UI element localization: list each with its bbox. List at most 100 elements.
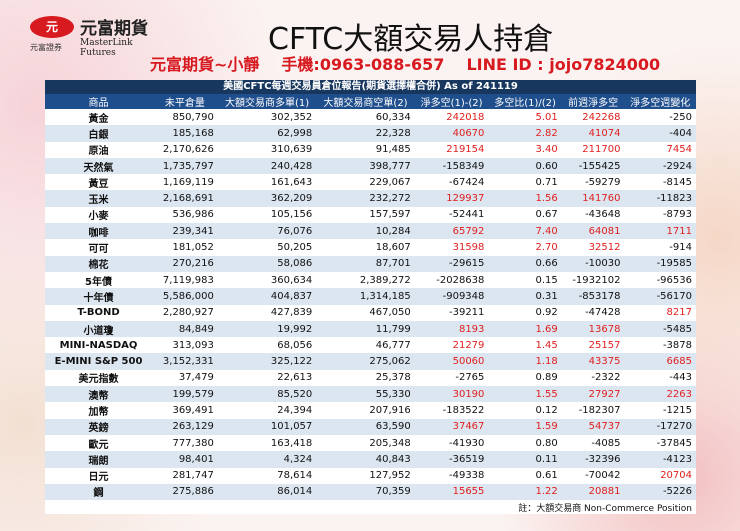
- table-row: 小道瓊 84,849 19,992 11,799 8193 1.69 13678 -5485: [45, 320, 696, 338]
- cell: 37467: [414, 418, 489, 435]
- cell: -909348: [414, 288, 489, 305]
- table-row: 5年債 7,119,983 360,634 2,389,272 -2028638 0.15…: [45, 272, 696, 288]
- cell: -4085: [591, 437, 621, 449]
- cell: 161,643: [270, 176, 313, 188]
- footnote: 註：大額交易商 Non-Commerce Position: [45, 500, 696, 515]
- cell: 7454: [666, 144, 692, 156]
- table-row: 黃豆 1,169,119 161,643 229,067 -67424 0.71 -5927…: [45, 174, 696, 190]
- cell: 427,839: [270, 307, 313, 319]
- cell: 229,067: [369, 176, 411, 188]
- table-row: E-MINI S&P 500 3,152,331 325,122 275,062 500…: [45, 353, 696, 370]
- cell: 181,052: [172, 242, 214, 254]
- cell: -8793: [662, 209, 692, 221]
- contact-item: LINE ID : jojo7824000: [466, 55, 661, 74]
- cell: 19,992: [217, 320, 317, 338]
- column-header: 大額交易商空單(2): [316, 94, 415, 109]
- table-row: MINI-NASDAQ 313,093 68,056 46,777 21279 1.45 2…: [45, 337, 696, 353]
- cell: 18,607: [375, 242, 411, 254]
- cell: -36519: [414, 451, 489, 468]
- cell: 127,952: [369, 470, 411, 482]
- product-name: T-BOND: [77, 307, 120, 319]
- cell: 2,280,927: [162, 307, 214, 319]
- product-name: 小道瓊: [45, 320, 153, 338]
- product-name: 可可: [88, 244, 109, 256]
- cell: -43648: [585, 209, 621, 221]
- cell: 68,056: [277, 339, 313, 351]
- cell: 404,837: [217, 288, 317, 305]
- table-row: 日元 281,747 78,614 127,952 -49338 0.61 -70042 20…: [45, 468, 696, 484]
- table-row: 十年債 5,586,000 404,837 1,314,185 -909348 0.31-…: [45, 288, 696, 305]
- cell: -4123: [624, 451, 696, 468]
- cell: -19585: [624, 255, 696, 272]
- cell: 129937: [414, 190, 489, 207]
- table-row: 英鎊 263,129 101,057 63,590 37467 1.59 54737 -172…: [45, 418, 696, 435]
- product-name: 日元: [88, 472, 109, 484]
- cell: 199,579: [152, 386, 218, 403]
- cell: 11,799: [316, 320, 415, 338]
- column-header: 未平倉量: [152, 94, 218, 109]
- column-header: 多空比(1)/(2): [488, 94, 562, 109]
- cell: -41930: [448, 437, 485, 449]
- cell: 50,205: [277, 242, 313, 254]
- cell: 0.15: [535, 274, 558, 286]
- cell: 0.60: [488, 157, 562, 175]
- cell: 207,916: [369, 404, 411, 416]
- cell: 1,169,119: [162, 176, 214, 188]
- cell: 398,777: [316, 157, 415, 175]
- cell: 2,389,272: [359, 274, 411, 286]
- cell: 1.22: [488, 483, 562, 501]
- column-header: 大額交易商多單(1): [217, 94, 317, 109]
- product-name: 白銀: [45, 125, 153, 142]
- cell: 6685: [624, 353, 696, 370]
- cell: 87,701: [316, 255, 415, 272]
- cell: 1711: [624, 223, 696, 240]
- cell: 2,168,691: [152, 190, 218, 207]
- cell: 46,777: [375, 339, 411, 351]
- cell: 185,168: [152, 125, 218, 142]
- cell: -56170: [624, 288, 696, 305]
- cell: 0.71: [535, 176, 558, 188]
- cell: 84,849: [152, 320, 218, 338]
- cell: -96536: [656, 274, 692, 286]
- cell: 302,352: [270, 111, 313, 123]
- product-name: 歐元: [88, 439, 109, 451]
- product-name: 美元指數: [78, 374, 119, 386]
- footnote-row: 註：大額交易商 Non-Commerce Position: [45, 500, 696, 515]
- cell: 0.80: [535, 437, 558, 449]
- cell: 98,401: [152, 451, 218, 468]
- table-row: T-BOND 2,280,927 427,839 467,050 -39211 0.92 -…: [45, 305, 696, 321]
- cell: -49338: [448, 470, 485, 482]
- cell: 25,378: [375, 372, 411, 384]
- cell: 362,209: [217, 190, 317, 207]
- product-name: 鋼: [45, 483, 153, 501]
- cell: 20881: [561, 483, 625, 501]
- table-row: 玉米 2,168,691 362,209 232,272 129937 1.56 14176…: [45, 190, 696, 207]
- cell: 263,129: [152, 418, 218, 435]
- cell: 157,597: [369, 209, 411, 221]
- cell: 22,328: [316, 125, 415, 142]
- table-caption: 美國CFTC每週交易員倉位報告(期貨選擇權合併) As of 241119: [45, 80, 696, 94]
- cell: 0.89: [535, 372, 558, 384]
- cell: 43375: [561, 353, 625, 370]
- logo: 元 元富期貨 MasterLink Futures 元富證券: [30, 14, 170, 58]
- cell: -2028638: [436, 274, 485, 286]
- table-row: 瑞朗 98,401 4,324 40,843 -36519 0.11 -32396 -4123: [45, 451, 696, 468]
- cftc-table: 美國CFTC每週交易員倉位報告(期貨選擇權合併) As of 241119 商品…: [45, 80, 696, 515]
- cell: 281,747: [172, 470, 214, 482]
- contact-item: 手機:0963-088-657: [281, 55, 445, 74]
- cell: 63,590: [316, 418, 415, 435]
- cell: 1,314,185: [316, 288, 415, 305]
- column-header: 淨多空(1)-(2): [414, 94, 489, 109]
- cell: 325,122: [217, 353, 317, 370]
- cell: 0.31: [488, 288, 562, 305]
- table-row: 原油 2,170,626 310,639 91,485 219154 3.40 211700…: [45, 142, 696, 158]
- cell: 32512: [588, 242, 621, 254]
- cell: -32396: [561, 451, 625, 468]
- cell: 20704: [660, 470, 692, 482]
- cell: 54737: [561, 418, 625, 435]
- cell: 850,790: [172, 111, 214, 123]
- cell: 55,330: [316, 386, 415, 403]
- cell: 50060: [414, 353, 489, 370]
- cell: -5226: [624, 483, 696, 501]
